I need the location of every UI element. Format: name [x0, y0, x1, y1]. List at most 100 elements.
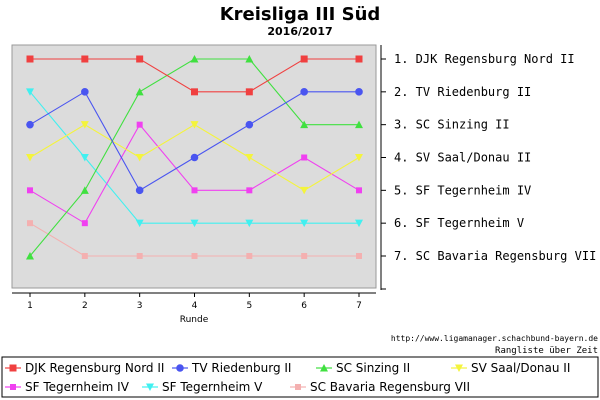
legend-item: SF Tegernheim V: [142, 380, 263, 394]
data-point: [301, 253, 308, 259]
legend-box: [1, 356, 599, 398]
legend-label: DJK Regensburg Nord II: [25, 361, 164, 375]
data-point: [320, 364, 328, 372]
data-point: [81, 220, 88, 227]
final-rank-label: 6. SF Tegernheim V: [394, 216, 524, 230]
legend-item: DJK Regensburg Nord II: [5, 361, 164, 375]
data-point: [300, 219, 309, 228]
data-point: [356, 253, 362, 259]
data-point: [355, 88, 363, 96]
data-point: [80, 154, 89, 162]
data-point: [356, 187, 362, 194]
data-point: [81, 55, 89, 63]
final-rank-label: 7. SC Bavaria Regensburg VII: [394, 249, 596, 263]
plot-area: [11, 44, 377, 289]
caption: Rangliste über Zeit: [495, 346, 598, 356]
data-point: [245, 120, 254, 129]
data-point: [190, 55, 199, 63]
y-axis-ticks: [381, 58, 386, 290]
data-point: [355, 219, 363, 228]
data-point: [300, 186, 309, 195]
data-point: [245, 219, 254, 228]
data-point: [26, 252, 34, 260]
x-axis-ticks: 1 2 3 4 5 6 7: [27, 293, 362, 311]
final-ranking-labels: 1. DJK Regensburg Nord II 2. TV Riedenbur…: [394, 52, 596, 263]
legend-label: TV Riedenburg II: [191, 361, 291, 375]
data-point: [135, 186, 144, 195]
data-point: [355, 154, 363, 162]
data-point: [10, 384, 16, 390]
series-group: [26, 55, 363, 96]
x-tick-label: 1: [27, 301, 33, 311]
data-point: [80, 121, 89, 129]
series-group: [26, 55, 363, 260]
data-point: [136, 121, 143, 128]
data-point: [246, 253, 253, 259]
data-point: [9, 364, 17, 372]
data-point: [191, 88, 198, 96]
data-point: [355, 120, 363, 129]
x-tick-label: 5: [246, 301, 252, 311]
data-point: [136, 55, 144, 63]
series-group: [26, 88, 363, 195]
legend-item: SF Tegernheim IV: [5, 380, 130, 394]
final-rank-label: 3. SC Sinzing II: [394, 118, 510, 132]
legend-label: SF Tegernheim IV: [25, 380, 130, 394]
legend-label: SF Tegernheim V: [162, 380, 263, 394]
final-rank-label: 5. SF Tegernheim IV: [394, 183, 531, 197]
data-point: [190, 219, 199, 228]
data-point: [300, 88, 308, 96]
data-point: [301, 154, 308, 161]
data-point: [146, 383, 154, 391]
x-tick-label: 6: [301, 301, 307, 311]
data-point: [176, 364, 184, 372]
final-rank-label: 1. DJK Regensburg Nord II: [394, 52, 575, 66]
chart-title: Kreisliga III Süd: [220, 4, 381, 25]
data-point: [355, 55, 363, 63]
data-point: [300, 55, 308, 63]
final-rank-label: 2. TV Riedenburg II: [394, 85, 531, 99]
data-point: [81, 253, 88, 259]
legend-item: SC Sinzing II: [316, 361, 410, 375]
data-point: [135, 219, 144, 228]
data-point: [245, 88, 253, 96]
data-point: [26, 55, 34, 63]
x-axis-label: Runde: [180, 315, 209, 325]
x-tick-label: 4: [192, 301, 198, 311]
series-group: [26, 121, 363, 195]
data-point: [81, 88, 89, 96]
chart-subtitle: 2016/2017: [267, 25, 332, 38]
x-tick-label: 7: [356, 301, 362, 311]
source-url: http://www.ligamanager.schachbund-bayern…: [391, 334, 598, 343]
final-rank-label: 4. SV Saal/Donau II: [394, 151, 531, 165]
series-group: [27, 220, 362, 259]
legend-item: SV Saal/Donau II: [451, 361, 570, 375]
data-point: [245, 55, 254, 63]
data-point: [80, 186, 89, 194]
x-tick-label: 3: [137, 301, 143, 311]
series-group: [27, 121, 362, 227]
data-point: [136, 253, 143, 259]
data-point: [26, 154, 34, 162]
data-point: [191, 253, 198, 259]
legend-label: SV Saal/Donau II: [471, 361, 570, 375]
legend-label: SC Bavaria Regensburg VII: [310, 380, 470, 394]
data-point: [245, 154, 254, 162]
data-point: [135, 154, 144, 162]
data-point: [135, 87, 144, 96]
legend-label: SC Sinzing II: [336, 361, 410, 375]
data-point: [190, 121, 199, 129]
data-point: [190, 153, 199, 162]
data-point: [27, 187, 33, 194]
data-point: [27, 220, 33, 227]
legend: DJK Regensburg Nord II TV Riedenburg II SC…: [5, 361, 570, 394]
legend-item: SC Bavaria Regensburg VII: [290, 380, 470, 394]
series-layer: [26, 55, 363, 260]
data-point: [295, 384, 301, 390]
x-tick-label: 2: [82, 301, 88, 311]
data-point: [26, 120, 34, 129]
data-point: [455, 364, 463, 372]
series-group: [26, 88, 363, 228]
legend-item: TV Riedenburg II: [172, 361, 291, 375]
